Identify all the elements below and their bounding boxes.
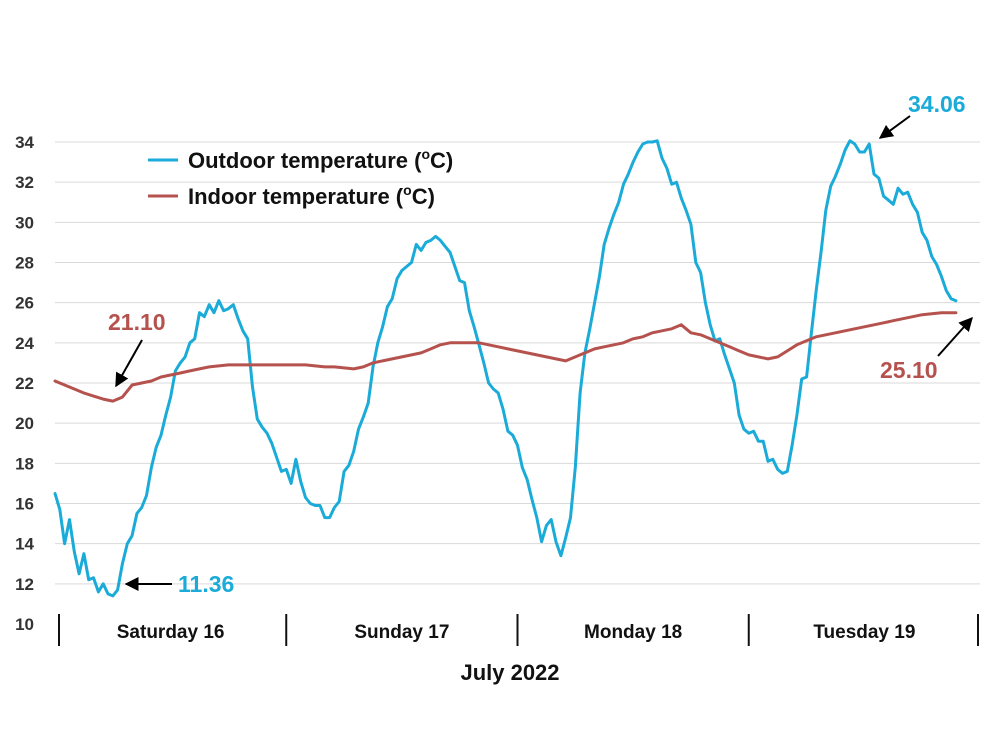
x-category-label: Sunday 17 <box>354 622 449 643</box>
y-tick-label: 18 <box>15 454 34 473</box>
annotation-label: 34.06 <box>908 91 966 117</box>
x-axis: Saturday 16 Sunday 17 Monday 18 Tuesday 19 <box>58 614 979 646</box>
y-tick-label: 32 <box>15 173 34 192</box>
annotation-arrow <box>115 339 143 388</box>
x-category-label: Saturday 16 <box>117 622 225 643</box>
x-category-label: Monday 18 <box>584 622 682 643</box>
indoor-temperature-line <box>53 311 958 403</box>
series-lines <box>53 139 958 598</box>
y-axis-ticks: 10 12 14 16 18 20 22 24 26 28 30 32 34 <box>15 133 34 634</box>
y-tick-label: 14 <box>15 535 34 554</box>
annotation-label: 25.10 <box>880 357 938 383</box>
y-tick-label: 12 <box>15 575 34 594</box>
annotations: 21.10 11.36 34.06 25.10 <box>108 91 973 597</box>
y-tick-label: 26 <box>15 294 34 313</box>
y-tick-label: 30 <box>15 213 34 232</box>
y-tick-label: 28 <box>15 254 34 273</box>
annotation-label: 21.10 <box>108 309 166 335</box>
y-tick-label: 34 <box>15 133 34 152</box>
x-axis-title: July 2022 <box>460 660 559 685</box>
x-category-label: Tuesday 19 <box>813 622 915 643</box>
legend-label: Outdoor temperature (oC) <box>188 146 453 173</box>
y-tick-label: 22 <box>15 374 34 393</box>
annotation-arrow <box>878 115 911 139</box>
y-tick-label: 16 <box>15 495 34 514</box>
y-tick-label: 20 <box>15 414 34 433</box>
legend-label: Indoor temperature (oC) <box>188 182 435 209</box>
y-tick-label: 10 <box>15 615 34 634</box>
outdoor-temperature-line <box>53 139 958 598</box>
legend: Outdoor temperature (oC) Indoor temperatu… <box>148 146 453 209</box>
annotation-arrow <box>937 316 973 357</box>
y-tick-label: 24 <box>15 334 34 353</box>
annotation-label: 11.36 <box>178 571 234 597</box>
